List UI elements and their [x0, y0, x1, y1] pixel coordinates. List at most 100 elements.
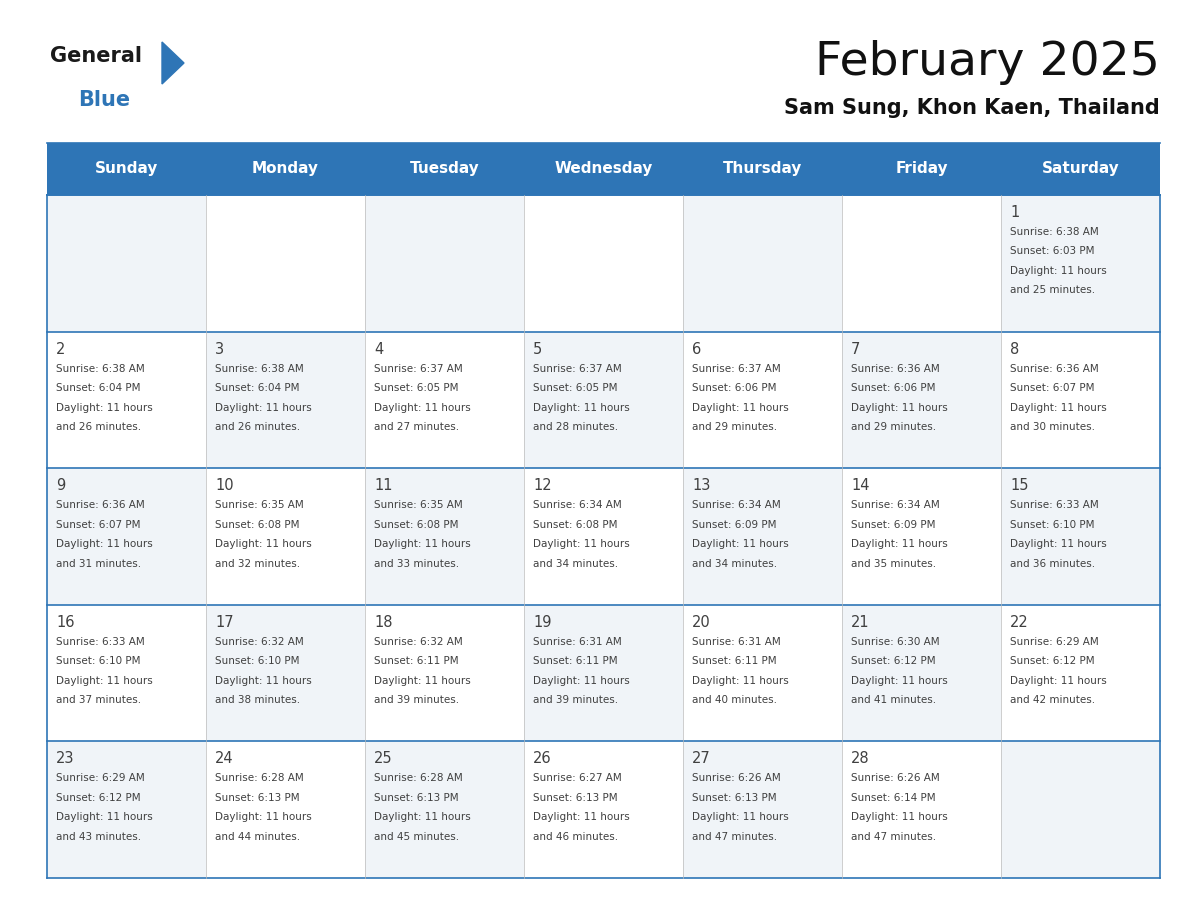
Text: 18: 18	[374, 615, 392, 630]
Text: Daylight: 11 hours: Daylight: 11 hours	[691, 812, 789, 823]
Bar	[48, 468, 206, 605]
Text: 1: 1	[1010, 205, 1019, 220]
Bar	[683, 331, 842, 468]
Text: Sunset: 6:04 PM: Sunset: 6:04 PM	[56, 383, 140, 393]
Text: Blue: Blue	[78, 90, 131, 110]
Bar	[1001, 468, 1159, 605]
Text: Thursday: Thursday	[722, 162, 802, 176]
Bar	[1001, 195, 1159, 331]
Text: Sunset: 6:13 PM: Sunset: 6:13 PM	[533, 793, 618, 803]
Text: Saturday: Saturday	[1042, 162, 1119, 176]
Text: 4: 4	[374, 341, 384, 356]
Bar	[206, 331, 365, 468]
Text: Sunset: 6:07 PM: Sunset: 6:07 PM	[1010, 383, 1094, 393]
Text: Daylight: 11 hours: Daylight: 11 hours	[374, 539, 470, 549]
Text: Sunset: 6:07 PM: Sunset: 6:07 PM	[56, 520, 140, 530]
Text: Sunset: 6:09 PM: Sunset: 6:09 PM	[851, 520, 935, 530]
Text: and 32 minutes.: and 32 minutes.	[215, 559, 301, 568]
Text: Daylight: 11 hours: Daylight: 11 hours	[1010, 676, 1107, 686]
Bar	[1001, 742, 1159, 878]
Text: Daylight: 11 hours: Daylight: 11 hours	[691, 403, 789, 412]
Text: Sunrise: 6:27 AM: Sunrise: 6:27 AM	[533, 773, 621, 783]
Text: Friday: Friday	[896, 162, 948, 176]
Text: Daylight: 11 hours: Daylight: 11 hours	[851, 539, 948, 549]
Text: and 39 minutes.: and 39 minutes.	[374, 695, 459, 705]
Polygon shape	[162, 42, 184, 84]
Text: and 26 minutes.: and 26 minutes.	[215, 422, 301, 432]
Text: and 33 minutes.: and 33 minutes.	[374, 559, 459, 568]
Text: Sunrise: 6:29 AM: Sunrise: 6:29 AM	[1010, 637, 1099, 647]
Text: Monday: Monday	[252, 162, 320, 176]
Bar	[842, 605, 1001, 742]
Text: 2: 2	[56, 341, 65, 356]
Text: 16: 16	[56, 615, 75, 630]
Text: Daylight: 11 hours: Daylight: 11 hours	[374, 812, 470, 823]
Text: and 36 minutes.: and 36 minutes.	[1010, 559, 1095, 568]
Text: Sunset: 6:12 PM: Sunset: 6:12 PM	[1010, 656, 1094, 666]
Bar	[365, 468, 524, 605]
Text: Sunrise: 6:37 AM: Sunrise: 6:37 AM	[374, 364, 463, 374]
Text: Daylight: 11 hours: Daylight: 11 hours	[56, 539, 153, 549]
Text: Daylight: 11 hours: Daylight: 11 hours	[215, 403, 311, 412]
Text: 11: 11	[374, 478, 392, 493]
Text: February 2025: February 2025	[815, 40, 1159, 85]
Text: 8: 8	[1010, 341, 1019, 356]
Text: Daylight: 11 hours: Daylight: 11 hours	[1010, 403, 1107, 412]
Text: 26: 26	[533, 752, 551, 767]
Text: Daylight: 11 hours: Daylight: 11 hours	[215, 539, 311, 549]
Text: Sunset: 6:06 PM: Sunset: 6:06 PM	[851, 383, 935, 393]
Text: 12: 12	[533, 478, 551, 493]
Text: Sunset: 6:11 PM: Sunset: 6:11 PM	[374, 656, 459, 666]
Text: and 47 minutes.: and 47 minutes.	[691, 832, 777, 842]
Text: Daylight: 11 hours: Daylight: 11 hours	[851, 676, 948, 686]
Text: 6: 6	[691, 341, 701, 356]
Text: 25: 25	[374, 752, 392, 767]
Text: 7: 7	[851, 341, 860, 356]
Bar	[842, 331, 1001, 468]
Text: 10: 10	[215, 478, 234, 493]
Text: and 29 minutes.: and 29 minutes.	[691, 422, 777, 432]
Bar	[206, 468, 365, 605]
Text: 5: 5	[533, 341, 542, 356]
Text: Sunrise: 6:32 AM: Sunrise: 6:32 AM	[374, 637, 463, 647]
Text: Sunset: 6:05 PM: Sunset: 6:05 PM	[533, 383, 618, 393]
Text: Daylight: 11 hours: Daylight: 11 hours	[1010, 266, 1107, 276]
Text: and 47 minutes.: and 47 minutes.	[851, 832, 936, 842]
Text: Sunset: 6:05 PM: Sunset: 6:05 PM	[374, 383, 459, 393]
Text: Sunset: 6:11 PM: Sunset: 6:11 PM	[533, 656, 618, 666]
Text: Daylight: 11 hours: Daylight: 11 hours	[533, 812, 630, 823]
Text: Wednesday: Wednesday	[555, 162, 652, 176]
Text: Sunrise: 6:29 AM: Sunrise: 6:29 AM	[56, 773, 145, 783]
Text: Sunrise: 6:33 AM: Sunrise: 6:33 AM	[1010, 500, 1099, 510]
Text: Daylight: 11 hours: Daylight: 11 hours	[533, 403, 630, 412]
Text: Sunrise: 6:26 AM: Sunrise: 6:26 AM	[851, 773, 940, 783]
Text: Sunset: 6:04 PM: Sunset: 6:04 PM	[215, 383, 299, 393]
Bar	[524, 605, 683, 742]
Text: Sunrise: 6:34 AM: Sunrise: 6:34 AM	[691, 500, 781, 510]
Bar	[48, 195, 206, 331]
Text: Sunrise: 6:37 AM: Sunrise: 6:37 AM	[533, 364, 621, 374]
Bar	[524, 331, 683, 468]
Text: 19: 19	[533, 615, 551, 630]
Text: 27: 27	[691, 752, 710, 767]
Text: and 44 minutes.: and 44 minutes.	[215, 832, 301, 842]
Text: and 34 minutes.: and 34 minutes.	[691, 559, 777, 568]
Text: Sunrise: 6:33 AM: Sunrise: 6:33 AM	[56, 637, 145, 647]
Bar	[1001, 605, 1159, 742]
Text: and 26 minutes.: and 26 minutes.	[56, 422, 141, 432]
Text: 17: 17	[215, 615, 234, 630]
Text: and 31 minutes.: and 31 minutes.	[56, 559, 141, 568]
Text: Daylight: 11 hours: Daylight: 11 hours	[215, 676, 311, 686]
Text: Sunrise: 6:36 AM: Sunrise: 6:36 AM	[1010, 364, 1099, 374]
Text: and 27 minutes.: and 27 minutes.	[374, 422, 459, 432]
Text: Daylight: 11 hours: Daylight: 11 hours	[374, 676, 470, 686]
Bar	[842, 468, 1001, 605]
Bar	[683, 742, 842, 878]
Text: and 28 minutes.: and 28 minutes.	[533, 422, 618, 432]
Bar	[365, 195, 524, 331]
Bar	[206, 605, 365, 742]
Bar	[365, 742, 524, 878]
Text: 28: 28	[851, 752, 870, 767]
Text: and 46 minutes.: and 46 minutes.	[533, 832, 618, 842]
Text: Sunset: 6:08 PM: Sunset: 6:08 PM	[533, 520, 618, 530]
